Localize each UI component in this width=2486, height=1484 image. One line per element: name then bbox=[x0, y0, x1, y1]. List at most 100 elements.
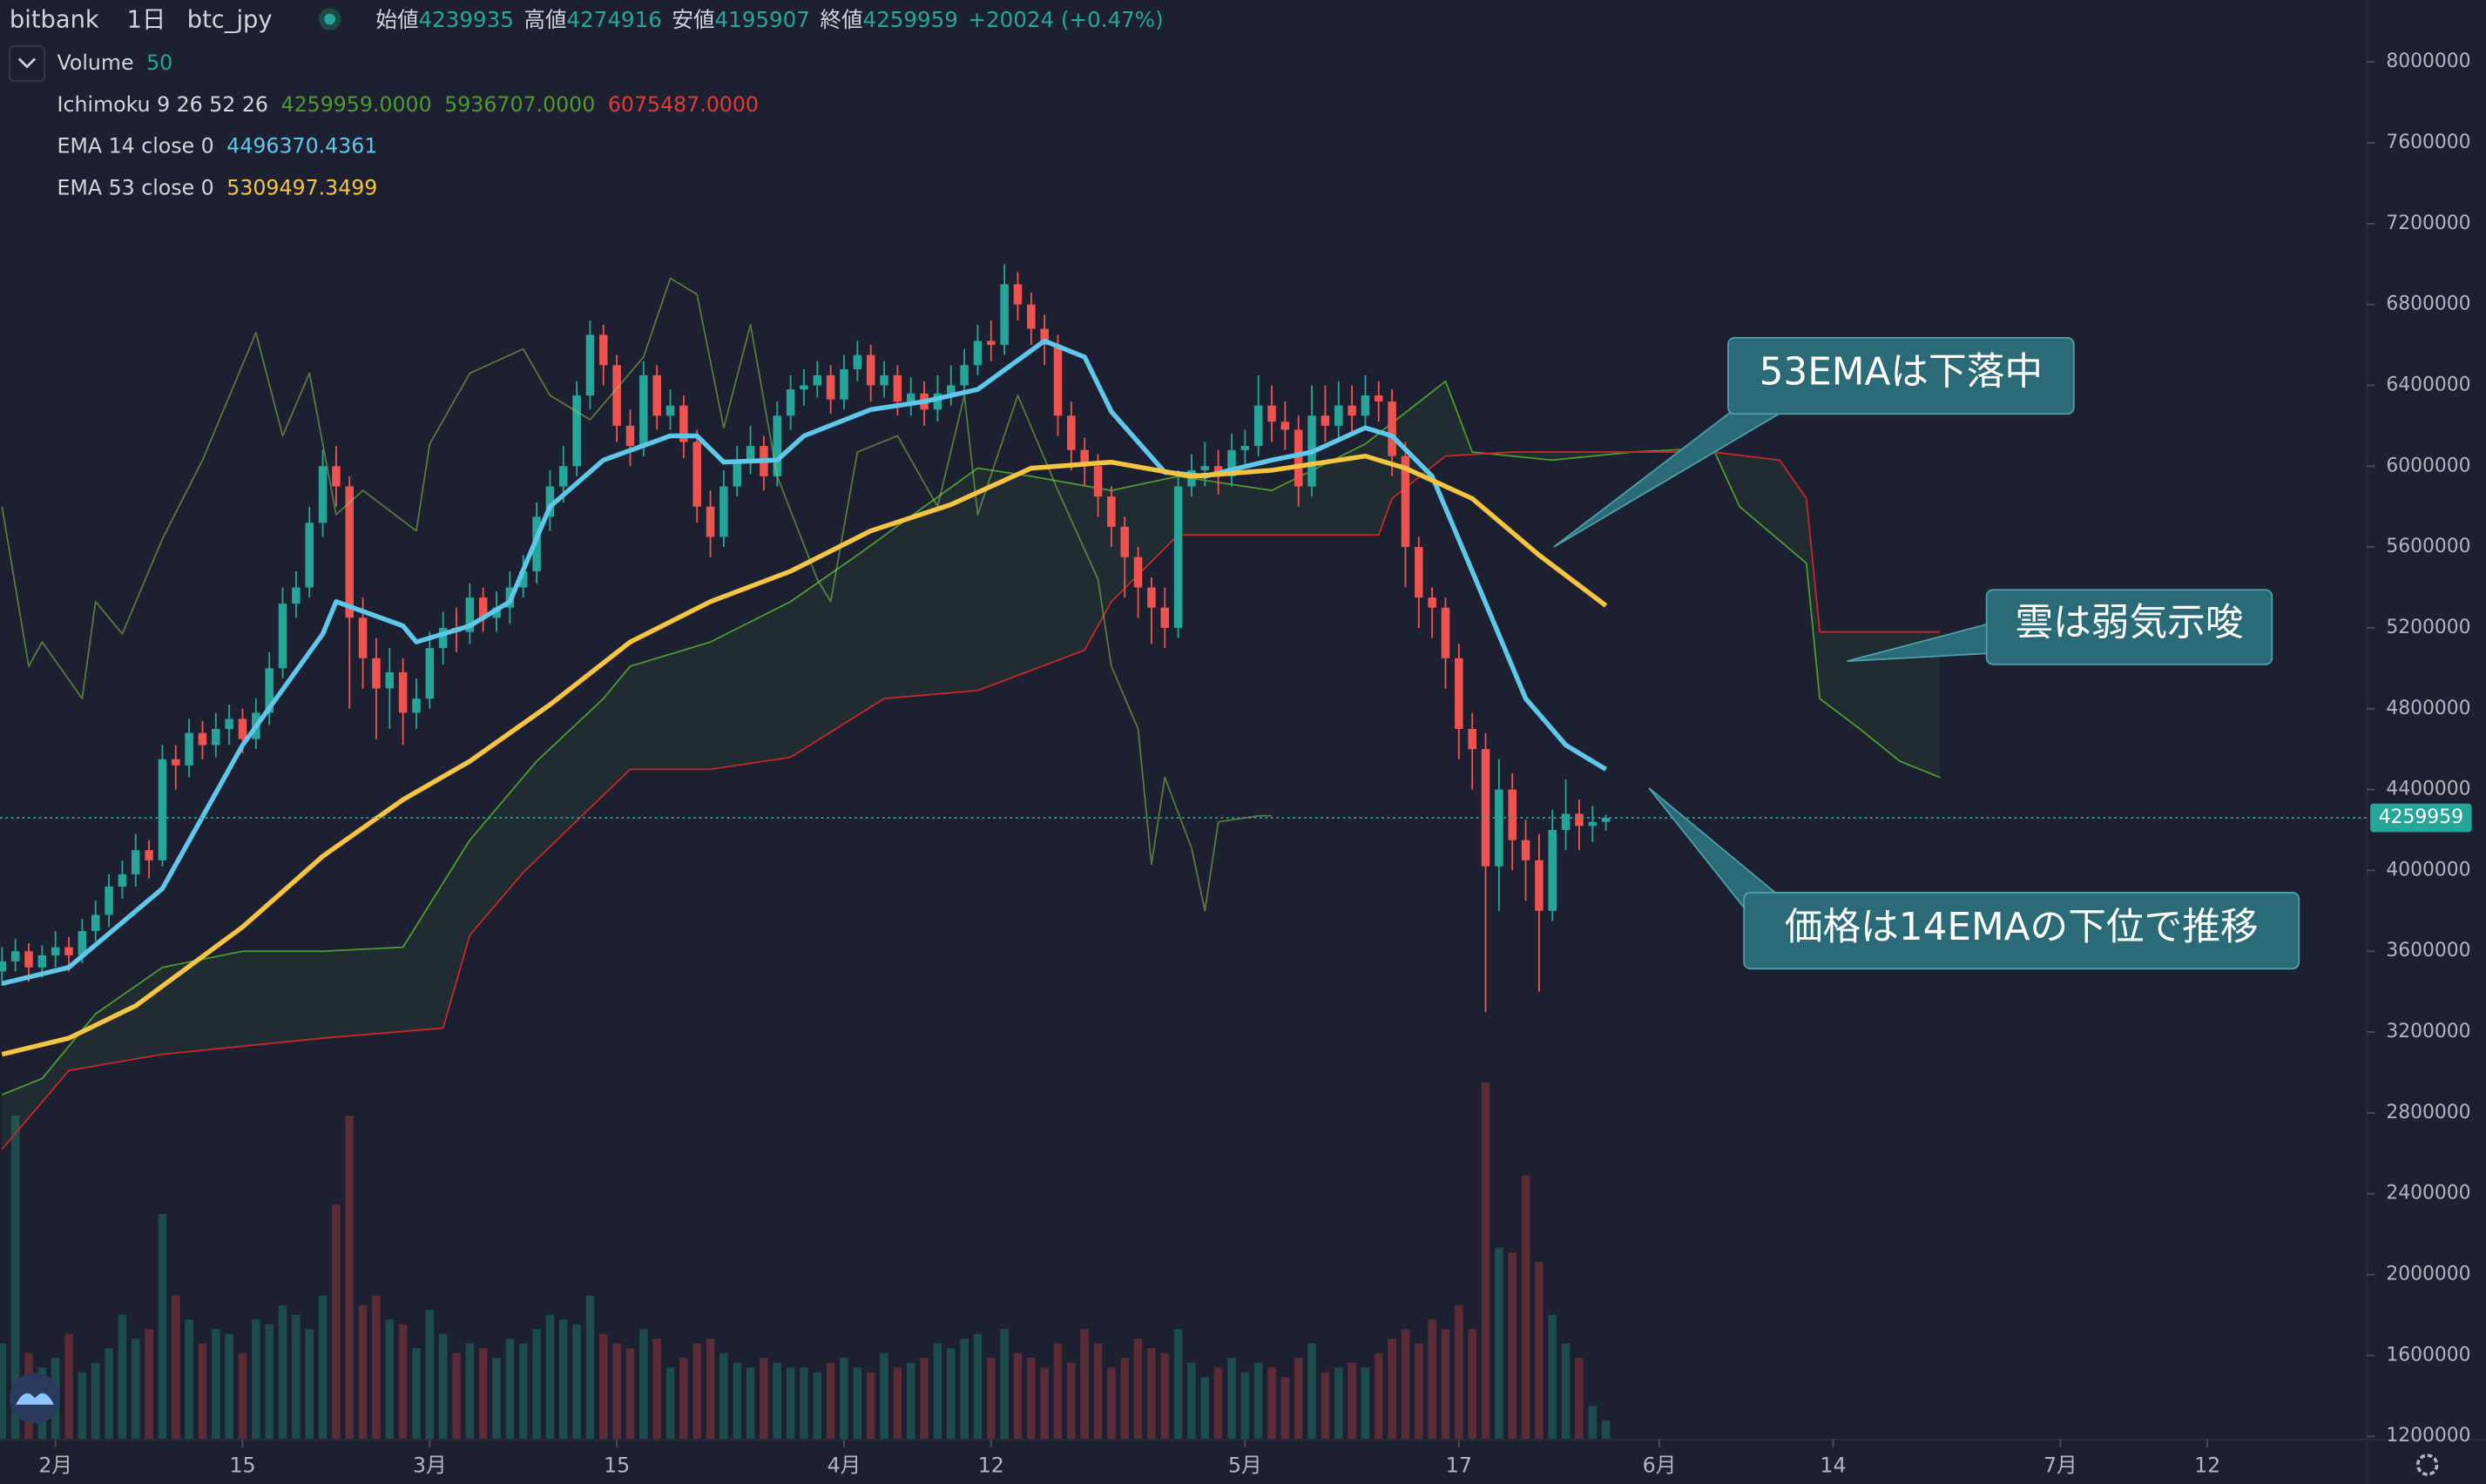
indicator-legend: Volume 50 Ichimoku 9 26 52 26 4259959.0000 5… bbox=[57, 50, 759, 199]
candle-body bbox=[1013, 284, 1023, 305]
candle-body bbox=[518, 570, 528, 588]
indicator-value: 6075487.0000 bbox=[608, 91, 759, 116]
volume-bar bbox=[866, 1372, 875, 1440]
candle-body bbox=[652, 374, 661, 416]
cloud-span bbox=[1, 380, 1941, 1096]
indicator-name: Ichimoku 9 26 52 26 bbox=[57, 91, 268, 116]
callout-box bbox=[1985, 589, 2273, 665]
volume-bar bbox=[1401, 1329, 1410, 1440]
indicator-legend-row: EMA 14 close 0 4496370.4361 bbox=[57, 133, 378, 158]
candle-body bbox=[225, 718, 233, 729]
candle-body bbox=[1240, 446, 1250, 450]
indicator-value: 50 bbox=[146, 50, 172, 74]
volume-bar bbox=[345, 1116, 355, 1440]
candle-body bbox=[1040, 328, 1049, 346]
candle-body bbox=[1053, 345, 1063, 416]
x-tick-label: 14 bbox=[1820, 1453, 1846, 1477]
candle-body bbox=[332, 466, 341, 487]
candle-body bbox=[1361, 395, 1370, 416]
candle-body bbox=[893, 374, 902, 402]
volume-bar bbox=[1213, 1367, 1223, 1440]
volume-bar bbox=[131, 1339, 140, 1440]
candle-body bbox=[987, 341, 996, 346]
volume-bar bbox=[1321, 1372, 1330, 1440]
y-tick-label: 1200000 bbox=[2386, 1425, 2470, 1447]
candle-body bbox=[358, 617, 368, 658]
candle-body bbox=[665, 405, 675, 416]
volume-bar bbox=[1561, 1343, 1571, 1440]
candle-body bbox=[64, 947, 73, 955]
y-tick-label: 3600000 bbox=[2386, 940, 2470, 961]
indicator-line bbox=[1, 453, 1608, 1057]
volume-bar bbox=[1481, 1082, 1490, 1440]
ohlc-legend: 始値4239935 高値4274916 安値4195907 終値4259959 … bbox=[375, 7, 1163, 32]
volume-bar bbox=[372, 1295, 381, 1440]
indicator-name: EMA 14 close 0 bbox=[57, 133, 214, 158]
candle-body bbox=[1588, 821, 1598, 826]
volume-bar bbox=[1120, 1358, 1129, 1440]
volume-bar bbox=[1187, 1362, 1196, 1440]
collapse-button[interactable] bbox=[9, 45, 45, 82]
x-tick-label: 3月 bbox=[413, 1453, 447, 1477]
annotation: 53EMAは下落中 bbox=[1760, 350, 2043, 395]
candle-body bbox=[973, 341, 983, 366]
candle-body bbox=[1348, 405, 1356, 416]
volume-bar bbox=[1388, 1339, 1396, 1440]
volume-bar bbox=[585, 1295, 595, 1440]
candle-body bbox=[1200, 466, 1210, 470]
candle-body bbox=[612, 365, 621, 426]
y-tick-label: 7200000 bbox=[2386, 212, 2470, 234]
last-price-tag bbox=[2370, 803, 2472, 833]
volume-bar bbox=[172, 1295, 180, 1440]
candle-body bbox=[1601, 818, 1611, 822]
volume-bar bbox=[1334, 1367, 1343, 1440]
candle-body bbox=[465, 597, 475, 632]
candle-body bbox=[51, 947, 60, 955]
candle-body bbox=[185, 732, 193, 766]
candle-body bbox=[1561, 813, 1571, 831]
volume-bar bbox=[987, 1358, 996, 1440]
x-tick-label: 12 bbox=[978, 1453, 1004, 1477]
volume-bar bbox=[332, 1204, 341, 1440]
volume-bar bbox=[1280, 1377, 1290, 1440]
x-tick-label: 2月 bbox=[38, 1453, 72, 1477]
candle-body bbox=[345, 486, 355, 618]
volume-bar bbox=[692, 1343, 701, 1440]
candle-body bbox=[78, 931, 87, 955]
x-tick-label: 15 bbox=[604, 1453, 630, 1477]
volume-bar bbox=[1240, 1372, 1250, 1440]
volume-bar bbox=[813, 1372, 822, 1440]
ohlc-value: 4259959 bbox=[863, 7, 958, 32]
candle-body bbox=[706, 506, 715, 537]
y-tick-label: 6800000 bbox=[2386, 293, 2470, 315]
volume-bar bbox=[880, 1352, 888, 1440]
y-tick-label: 4400000 bbox=[2386, 779, 2470, 800]
y-tick-label: 8000000 bbox=[2386, 51, 2470, 72]
y-tick-label: 4800000 bbox=[2386, 698, 2470, 719]
volume-bar bbox=[1080, 1329, 1089, 1440]
y-tick-label: 2400000 bbox=[2386, 1183, 2470, 1204]
volume-bar bbox=[760, 1358, 768, 1440]
volume-bar bbox=[1361, 1367, 1370, 1440]
volume-bar bbox=[1495, 1247, 1503, 1440]
volume-bar bbox=[1253, 1362, 1263, 1440]
volume-bar bbox=[1348, 1362, 1356, 1440]
volume-bar bbox=[853, 1367, 862, 1440]
last-price-label: 4259959 bbox=[2379, 806, 2463, 828]
x-tick-label: 5月 bbox=[1228, 1453, 1262, 1477]
candle-body bbox=[1080, 449, 1089, 467]
indicator-line bbox=[1, 338, 1608, 987]
candle-body bbox=[158, 759, 167, 860]
volume-bar bbox=[145, 1329, 153, 1440]
candle-body bbox=[1133, 556, 1143, 588]
logo-mark bbox=[16, 1393, 54, 1405]
volume-bar bbox=[452, 1352, 461, 1440]
candle-body bbox=[1093, 466, 1103, 497]
indicator-line bbox=[1, 277, 1273, 912]
candle-body bbox=[91, 914, 100, 932]
volume-bar bbox=[1147, 1348, 1156, 1440]
settings-icon[interactable] bbox=[2415, 1454, 2439, 1476]
volume-bar bbox=[933, 1343, 942, 1440]
y-tick-label: 5200000 bbox=[2386, 617, 2470, 638]
candle-body bbox=[265, 668, 274, 713]
